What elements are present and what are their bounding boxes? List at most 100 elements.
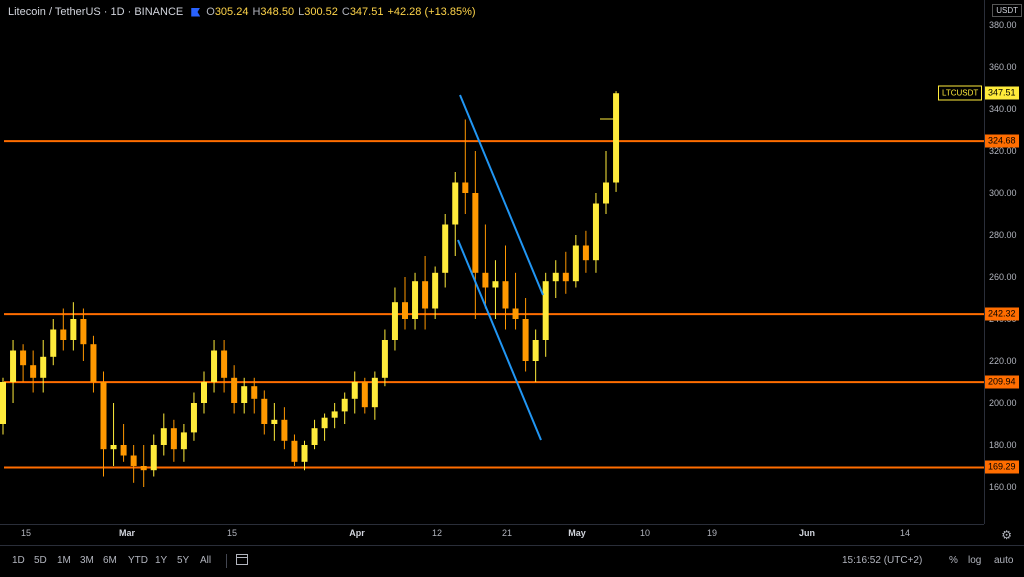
candle-body	[271, 419, 278, 424]
candle-body	[90, 344, 97, 382]
timeframe-5y-button[interactable]: 5Y	[177, 555, 190, 566]
candle-body	[160, 428, 167, 445]
timeframe-5d-button[interactable]: 5D	[34, 555, 47, 566]
candle-body	[582, 245, 589, 261]
candle-body	[231, 377, 238, 403]
candle-body	[180, 432, 187, 450]
candle-body	[562, 272, 569, 282]
candle-body	[251, 386, 258, 399]
close-key: C	[341, 6, 350, 18]
level-price-label: 169.29	[985, 460, 1019, 474]
candle-body	[170, 428, 177, 450]
candle-body	[502, 281, 509, 309]
candle-body	[442, 224, 449, 273]
candle-body	[371, 377, 378, 408]
open-value: 305.24	[214, 6, 249, 18]
candle-body	[452, 182, 459, 225]
candle-body	[150, 445, 157, 471]
last-price-label: 347.51	[985, 86, 1019, 100]
price-tick: 180.00	[989, 440, 1017, 450]
candle-body	[361, 382, 368, 408]
high-value: 348.50	[260, 6, 295, 18]
timeframe-1y-button[interactable]: 1Y	[155, 555, 168, 566]
candle-body	[40, 356, 47, 378]
auto-toggle[interactable]: auto	[994, 555, 1014, 566]
timeframe-all-button[interactable]: All	[200, 555, 212, 566]
low-value: 300.52	[304, 6, 338, 18]
time-tick: Apr	[349, 528, 365, 538]
candle-body	[140, 466, 147, 471]
candle-body	[482, 272, 489, 288]
price-tick: 360.00	[989, 62, 1017, 72]
time-axis[interactable]: 15 Mar 15 Apr 12 21 May 10 19 Jun 14	[0, 524, 984, 545]
clock-time[interactable]: 15:16:52 (UTC+2)	[842, 555, 923, 566]
candle-body	[221, 350, 228, 378]
price-tick: 280.00	[989, 230, 1017, 240]
candle-body	[613, 93, 620, 183]
time-tick: 19	[706, 528, 718, 538]
high-key: H	[252, 6, 261, 18]
candle-body	[412, 281, 419, 319]
candle-body	[331, 411, 338, 418]
candle-body	[241, 386, 248, 403]
trendline-lower	[457, 239, 542, 441]
candle-body	[492, 281, 499, 288]
candle-body	[572, 245, 579, 282]
timeframe-1d-button[interactable]: 1D	[12, 555, 25, 566]
calendar-icon[interactable]	[236, 554, 248, 565]
bottom-toolbar: 1D 5D 1M 3M 6M YTD 1Y 5Y All 15:16:52 (UTC+2) % …	[0, 545, 1024, 577]
price-tick: 380.00	[989, 20, 1017, 30]
candle-body	[472, 193, 479, 273]
candle-body	[552, 272, 559, 282]
timeframe-ytd-button[interactable]: YTD	[128, 555, 148, 566]
candle-body	[532, 340, 539, 361]
candle-body	[291, 440, 298, 462]
timeframe-3m-button[interactable]: 3M	[80, 555, 94, 566]
settings-gear-icon[interactable]: ⚙	[1001, 528, 1012, 542]
time-tick: 14	[899, 528, 911, 538]
open-key: O	[206, 6, 215, 18]
candle-body	[512, 308, 519, 319]
candlestick-chart[interactable]	[0, 0, 984, 524]
price-tick: 300.00	[989, 188, 1017, 198]
candle-body	[603, 182, 609, 204]
candle-body	[110, 445, 117, 450]
candle-body	[351, 382, 358, 399]
candle-body	[60, 329, 67, 340]
flag-icon[interactable]	[191, 7, 201, 17]
candle-body	[50, 329, 57, 357]
symbol-price-label: LTCUSDT	[938, 85, 983, 101]
symbol-title[interactable]: Litecoin / TetherUS · 1D · BINANCE	[8, 6, 184, 18]
currency-badge[interactable]: USDT	[992, 4, 1022, 17]
price-axis[interactable]: USDT 380.00 360.00 340.00 320.00 300.00 280.0…	[984, 0, 1024, 524]
candle-body	[402, 302, 408, 319]
percent-toggle[interactable]: %	[949, 555, 958, 566]
candle-body	[341, 398, 348, 412]
candle-body	[592, 203, 599, 261]
candle-body	[10, 350, 17, 382]
candle-body	[211, 350, 218, 382]
time-tick: 15	[226, 528, 238, 538]
close-value: 347.51	[349, 6, 384, 18]
candle-body	[190, 403, 197, 433]
candle-body	[542, 281, 549, 340]
price-tick: 320.00	[989, 146, 1017, 156]
price-tick: 200.00	[989, 398, 1017, 408]
timeframe-6m-button[interactable]: 6M	[103, 555, 117, 566]
candle-body	[30, 365, 37, 378]
log-toggle[interactable]: log	[968, 555, 982, 566]
candle-body	[391, 302, 398, 340]
chart-area[interactable]: Litecoin / TetherUS · 1D · BINANCE O 305.…	[0, 0, 984, 524]
price-tick: 260.00	[989, 272, 1017, 282]
candle-body	[321, 417, 328, 429]
time-tick: Jun	[798, 528, 816, 538]
candle-body	[381, 340, 388, 378]
timeframe-1m-button[interactable]: 1M	[57, 555, 71, 566]
toolbar-divider	[226, 554, 227, 568]
price-tick: 220.00	[989, 356, 1017, 366]
candle-body	[0, 382, 6, 424]
candle-body	[522, 319, 529, 361]
trendline-upper	[459, 94, 544, 296]
time-tick: 10	[639, 528, 651, 538]
time-tick: 12	[431, 528, 443, 538]
